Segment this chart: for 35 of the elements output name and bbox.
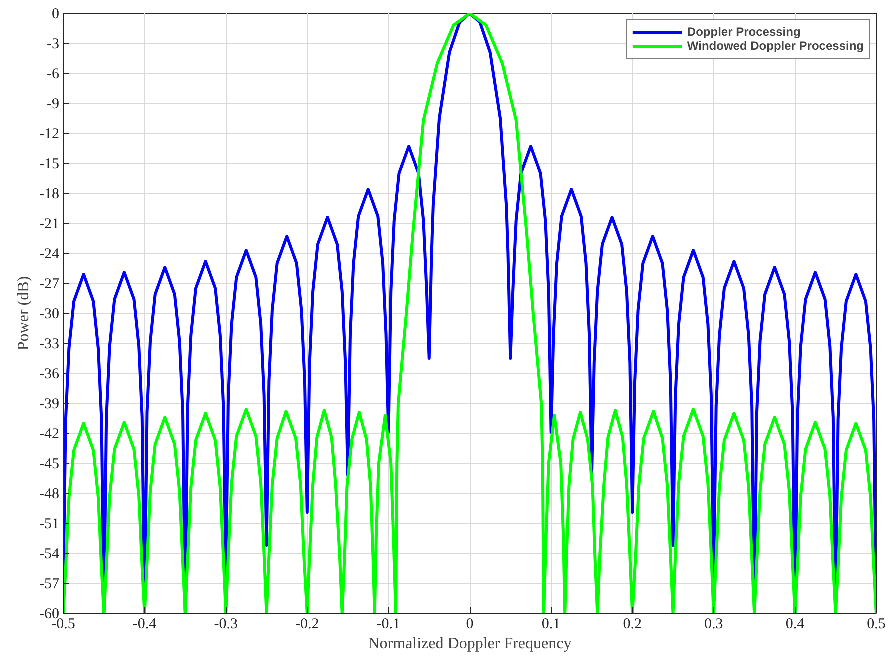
y-tick-label: -6 <box>47 66 60 82</box>
y-tick-label: -33 <box>40 336 60 352</box>
y-tick-label: -39 <box>40 396 60 412</box>
y-tick-label: -51 <box>40 516 60 532</box>
y-tick-label: -9 <box>47 96 60 112</box>
x-tick-label: 0.3 <box>704 616 724 632</box>
x-tick-label: -0.3 <box>214 616 238 632</box>
x-tick-label: 0.4 <box>786 616 806 632</box>
x-tick-label: 0.1 <box>542 616 561 632</box>
legend-label: Windowed Doppler Processing <box>687 39 864 53</box>
y-tick-label: -24 <box>40 246 60 262</box>
y-tick-label: 0 <box>52 6 60 22</box>
x-tick-label: -0.2 <box>296 616 320 632</box>
y-tick-label: -15 <box>40 156 60 172</box>
y-tick-label: -27 <box>40 276 60 292</box>
legend-label: Doppler Processing <box>687 25 801 39</box>
x-tick-label: 0 <box>466 616 474 632</box>
x-axis-title: Normalized Doppler Frequency <box>368 636 572 652</box>
x-tick-label: -0.1 <box>376 616 401 632</box>
line-series <box>64 14 876 614</box>
y-tick-label: -18 <box>40 186 60 202</box>
y-tick-label: -12 <box>40 126 60 142</box>
y-tick-label: -42 <box>40 426 60 442</box>
y-tick-label: -30 <box>40 306 60 322</box>
x-tick-label: -0.4 <box>132 616 158 632</box>
y-tick-label: -54 <box>40 546 60 562</box>
y-tick-label: -3 <box>47 36 60 52</box>
y-tick-label: -45 <box>40 456 60 472</box>
y-axis-title: Power (dB) <box>16 276 33 351</box>
y-tick-label: -48 <box>40 486 60 502</box>
y-tick-label: -57 <box>40 576 60 592</box>
y-tick-label: -36 <box>40 366 60 382</box>
x-tick-label: 0.2 <box>623 616 642 632</box>
x-tick-label: 0.5 <box>867 616 886 632</box>
y-tick-label: -21 <box>40 216 60 232</box>
